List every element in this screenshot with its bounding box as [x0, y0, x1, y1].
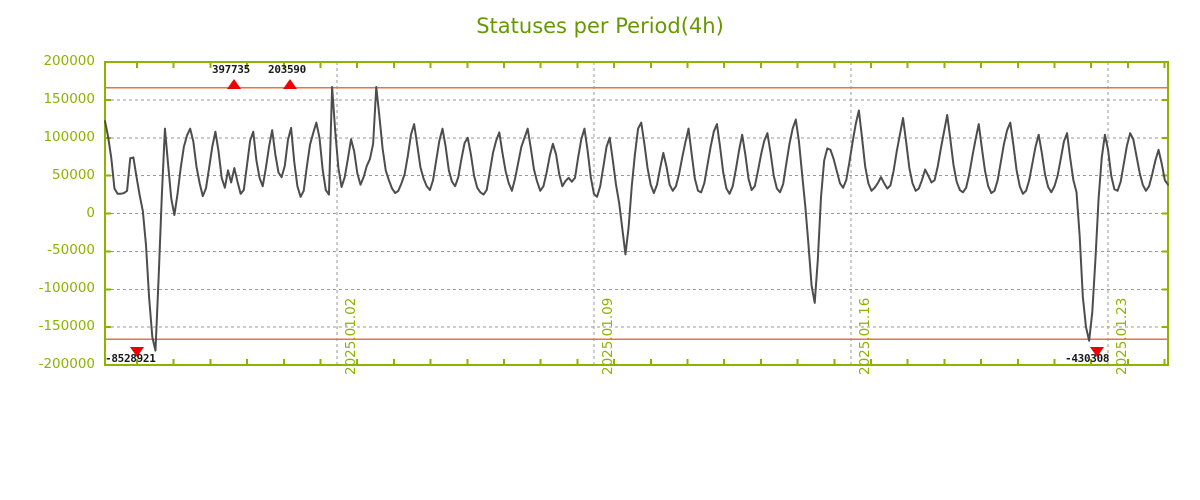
x-axis-tick-label: 2025.01.16: [857, 297, 873, 375]
y-axis-tick-label: 100000: [43, 128, 95, 145]
y-axis-tick-label: 200000: [43, 53, 95, 69]
axis-ticks: [105, 61, 1168, 366]
y-axis-tick-label: -200000: [38, 356, 95, 372]
data-series-line: [104, 86, 1169, 352]
chart-title: Statuses per Period(4h): [476, 14, 724, 38]
y-axis-tick-label: -150000: [38, 318, 95, 335]
annotation-markers: [130, 79, 1104, 357]
annotation-value-label: -8528921: [105, 352, 156, 365]
x-axis-tick-label: 2025.01.23: [1114, 297, 1130, 375]
y-axis-tick-label: 150000: [43, 90, 95, 107]
y-axis-tick-label: -50000: [47, 242, 95, 259]
y-axis-tick-label: 0: [86, 204, 95, 221]
annotation-value-label: 397735: [212, 63, 250, 76]
x-axis-tick-label: 2025.01.09: [600, 297, 616, 375]
annotation-value-label: -430308: [1065, 352, 1110, 365]
axis-frame: [104, 61, 1169, 366]
annotation-value-label: 203590: [268, 63, 306, 76]
threshold-lines: [105, 86, 1168, 341]
x-axis-tick-label: 2025.01.02: [343, 297, 359, 375]
y-axis-tick-label: -100000: [38, 280, 95, 297]
vertical-gridlines: [336, 62, 1109, 365]
y-axis-tick-label: 50000: [52, 166, 95, 183]
